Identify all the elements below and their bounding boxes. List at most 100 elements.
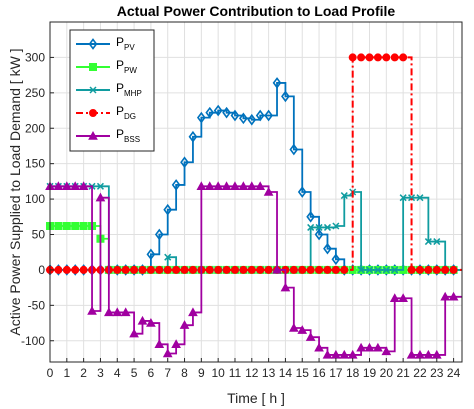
x-tick-label: 10 — [211, 366, 225, 380]
x-tick-label: 1 — [63, 366, 70, 380]
data-point — [146, 248, 156, 261]
data-point — [357, 53, 366, 62]
legend-label-sub: BSS — [124, 135, 140, 144]
data-point — [246, 181, 257, 191]
legend-label: PPW — [116, 58, 137, 75]
series-layer — [45, 53, 462, 359]
data-point — [154, 339, 165, 348]
legend-label-main: P — [116, 58, 124, 72]
data-point — [146, 265, 155, 274]
data-point — [146, 318, 156, 327]
legend-label-sub: MHP — [124, 89, 142, 98]
data-point — [348, 53, 357, 62]
legend-label-main: P — [116, 127, 124, 141]
data-point — [239, 265, 248, 274]
data-point — [448, 291, 459, 301]
data-point — [323, 265, 332, 274]
data-point — [381, 346, 392, 356]
legend-label: PMHP — [116, 81, 142, 98]
data-point — [221, 181, 232, 191]
x-tick-label: 21 — [396, 366, 410, 380]
data-point — [398, 293, 408, 302]
data-point — [406, 349, 417, 359]
data-point — [79, 222, 88, 230]
legend-marker — [89, 63, 97, 71]
data-point — [222, 265, 231, 274]
x-tick-label: 11 — [229, 366, 242, 380]
legend-item-bss: PBSS — [76, 127, 140, 144]
legend-marker — [88, 38, 98, 50]
data-point — [213, 104, 223, 117]
data-point — [331, 265, 340, 274]
data-point — [373, 342, 383, 352]
data-point — [289, 265, 298, 274]
data-point — [155, 265, 164, 274]
data-point — [415, 265, 424, 274]
data-point — [264, 265, 273, 274]
legend-label: PBSS — [116, 127, 140, 144]
plot-frame — [49, 21, 463, 363]
x-tick-label: 5 — [131, 366, 138, 380]
y-tick-label: 250 — [25, 86, 45, 100]
x-tick-label: 15 — [296, 366, 310, 380]
chart-title: Actual Power Contribution to Load Profil… — [117, 3, 396, 19]
y-tick-label: 150 — [25, 157, 45, 171]
data-point — [87, 305, 97, 315]
data-point — [204, 181, 215, 191]
x-tick-label: 12 — [245, 366, 259, 380]
data-point — [71, 265, 80, 274]
data-point — [297, 325, 308, 334]
data-point — [239, 112, 248, 125]
legend-marker — [89, 109, 97, 117]
x-tick-label: 18 — [346, 366, 360, 380]
data-point — [222, 106, 231, 119]
data-point — [71, 222, 80, 230]
x-tick-label: 13 — [262, 366, 276, 380]
x-tick-label: 24 — [447, 366, 461, 380]
data-point — [281, 90, 290, 103]
data-point — [138, 265, 147, 274]
series-markers-dg — [46, 53, 458, 274]
series-line-dg — [50, 56, 462, 271]
data-point — [104, 307, 114, 317]
data-point — [314, 342, 324, 352]
legend-label-main: P — [116, 104, 124, 118]
data-point — [449, 265, 458, 274]
x-tick-label: 2 — [80, 366, 87, 380]
data-point — [424, 265, 433, 274]
data-point — [230, 265, 239, 274]
data-point — [289, 143, 299, 156]
legend-label-sub: PW — [124, 66, 137, 75]
x-tick-label: 14 — [279, 366, 293, 380]
data-point — [373, 53, 382, 62]
data-point — [188, 130, 198, 143]
data-point — [298, 265, 307, 274]
x-tick-label: 3 — [97, 366, 104, 380]
x-tick-label: 9 — [198, 366, 205, 380]
legend-label-main: P — [116, 35, 124, 49]
x-tick-label: 7 — [164, 366, 171, 380]
x-tick-label: 6 — [148, 366, 155, 380]
data-point — [164, 253, 172, 261]
y-tick-label: 200 — [25, 121, 45, 135]
data-point — [130, 265, 139, 274]
data-point — [179, 320, 190, 329]
data-point — [323, 223, 331, 231]
data-point — [62, 265, 71, 274]
legend-label: PPV — [116, 35, 135, 52]
data-point — [441, 265, 450, 274]
data-point — [78, 181, 89, 191]
data-point — [365, 53, 374, 62]
data-point — [264, 109, 273, 122]
data-point — [399, 53, 408, 62]
data-point — [440, 291, 451, 301]
legend-marker — [88, 130, 98, 140]
y-tick-label: 50 — [32, 228, 46, 242]
data-point — [79, 265, 88, 274]
x-tick-label: 4 — [114, 366, 121, 380]
series-line-pw — [50, 225, 462, 271]
x-axis-title: Time [ h ] — [227, 390, 285, 406]
data-point — [256, 265, 265, 274]
legend-marker — [89, 86, 97, 94]
